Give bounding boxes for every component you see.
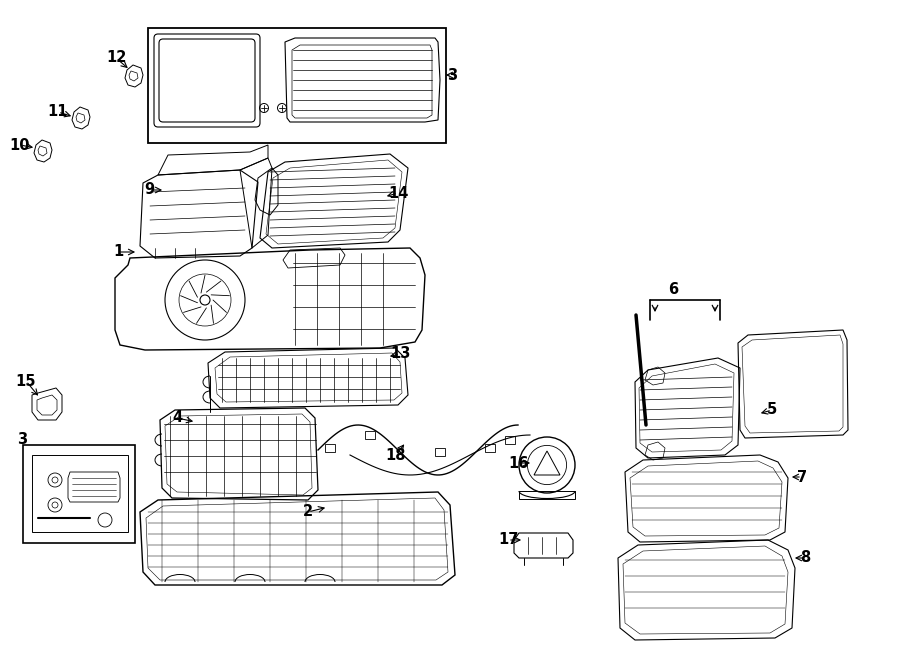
Text: 7: 7 <box>796 469 807 485</box>
Bar <box>23 445 135 543</box>
Text: 16: 16 <box>508 455 528 471</box>
Text: 8: 8 <box>800 551 810 566</box>
Text: 3: 3 <box>17 432 27 447</box>
Bar <box>148 28 446 143</box>
Text: 12: 12 <box>106 50 126 65</box>
Text: 5: 5 <box>767 403 777 418</box>
Text: 1: 1 <box>112 245 123 260</box>
Text: 11: 11 <box>48 104 68 120</box>
Bar <box>435 448 445 456</box>
Bar <box>365 431 375 439</box>
Text: 2: 2 <box>303 504 313 520</box>
Bar <box>325 444 335 452</box>
Text: 14: 14 <box>388 186 409 200</box>
Bar <box>485 444 495 452</box>
Bar <box>519 491 575 499</box>
Text: 13: 13 <box>390 346 410 362</box>
Text: 9: 9 <box>144 182 154 198</box>
Bar <box>505 436 515 444</box>
Text: 6: 6 <box>668 282 678 297</box>
Text: 17: 17 <box>498 533 518 547</box>
Text: 18: 18 <box>386 447 406 463</box>
Text: 3: 3 <box>447 67 457 83</box>
Text: 4: 4 <box>172 410 182 426</box>
Text: 10: 10 <box>10 137 31 153</box>
Text: 15: 15 <box>16 373 36 389</box>
